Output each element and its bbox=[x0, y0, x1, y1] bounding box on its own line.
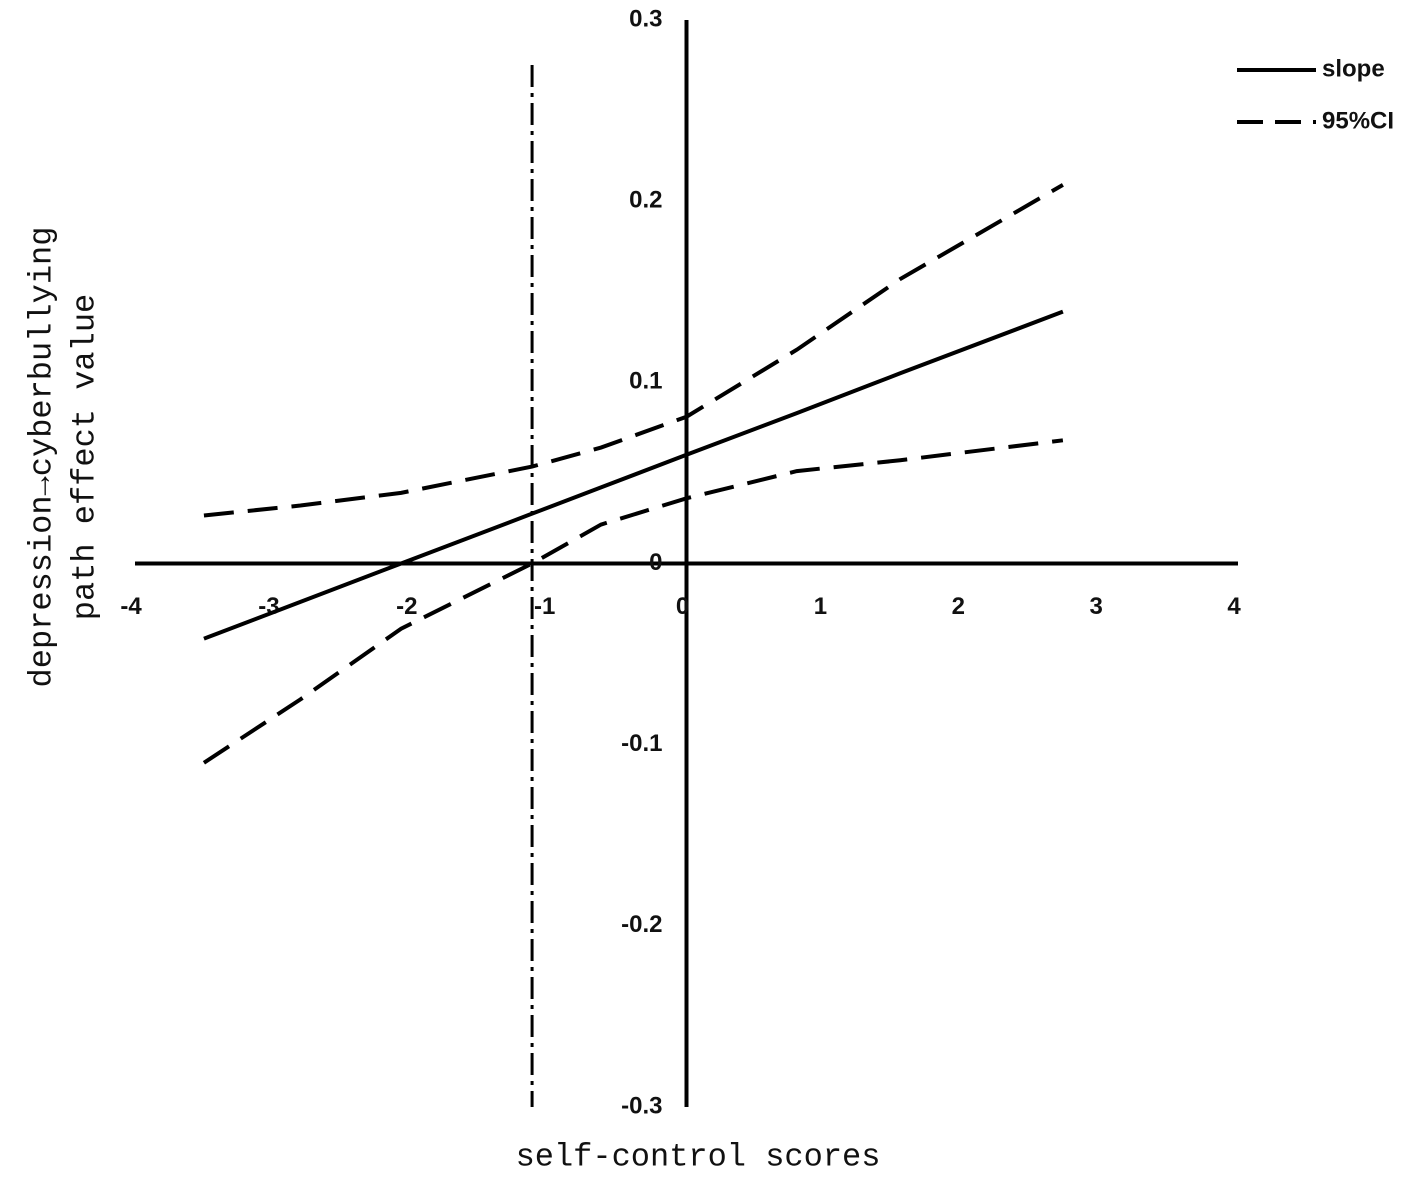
y-tick-label: 0.1 bbox=[629, 368, 662, 395]
y-tick-label: 0.3 bbox=[629, 5, 662, 32]
x-tick-label: 4 bbox=[1227, 593, 1241, 620]
y-axis-title: path effect value bbox=[66, 294, 103, 620]
legend-label: slope bbox=[1322, 55, 1385, 82]
y-tick-label: -0.1 bbox=[621, 730, 662, 757]
ci-lower-line bbox=[202, 438, 1064, 765]
x-tick-label: 2 bbox=[952, 593, 965, 620]
y-tick-label: 0.2 bbox=[629, 187, 662, 214]
legend-label: 95%CI bbox=[1322, 107, 1394, 134]
y-axis-title: depression→cyberbullying bbox=[23, 227, 60, 688]
slope-line bbox=[203, 309, 1064, 641]
x-tick-label: -1 bbox=[534, 593, 555, 620]
y-axis-title-group: depression→cyberbullying path effect val… bbox=[23, 227, 103, 688]
x-axis-title: self-control scores bbox=[516, 1138, 881, 1175]
y-tick-label: -0.3 bbox=[621, 1092, 662, 1119]
x-tick-label: 1 bbox=[814, 593, 827, 620]
y-tick-label: -0.2 bbox=[621, 911, 662, 938]
x-tick-label: -4 bbox=[120, 593, 142, 620]
x-tick-label: -2 bbox=[396, 593, 417, 620]
x-tick-label: 0 bbox=[676, 593, 689, 620]
x-tick-label: 3 bbox=[1089, 593, 1102, 620]
ci-upper-line bbox=[203, 183, 1064, 518]
y-tick-label: 0 bbox=[649, 549, 662, 576]
